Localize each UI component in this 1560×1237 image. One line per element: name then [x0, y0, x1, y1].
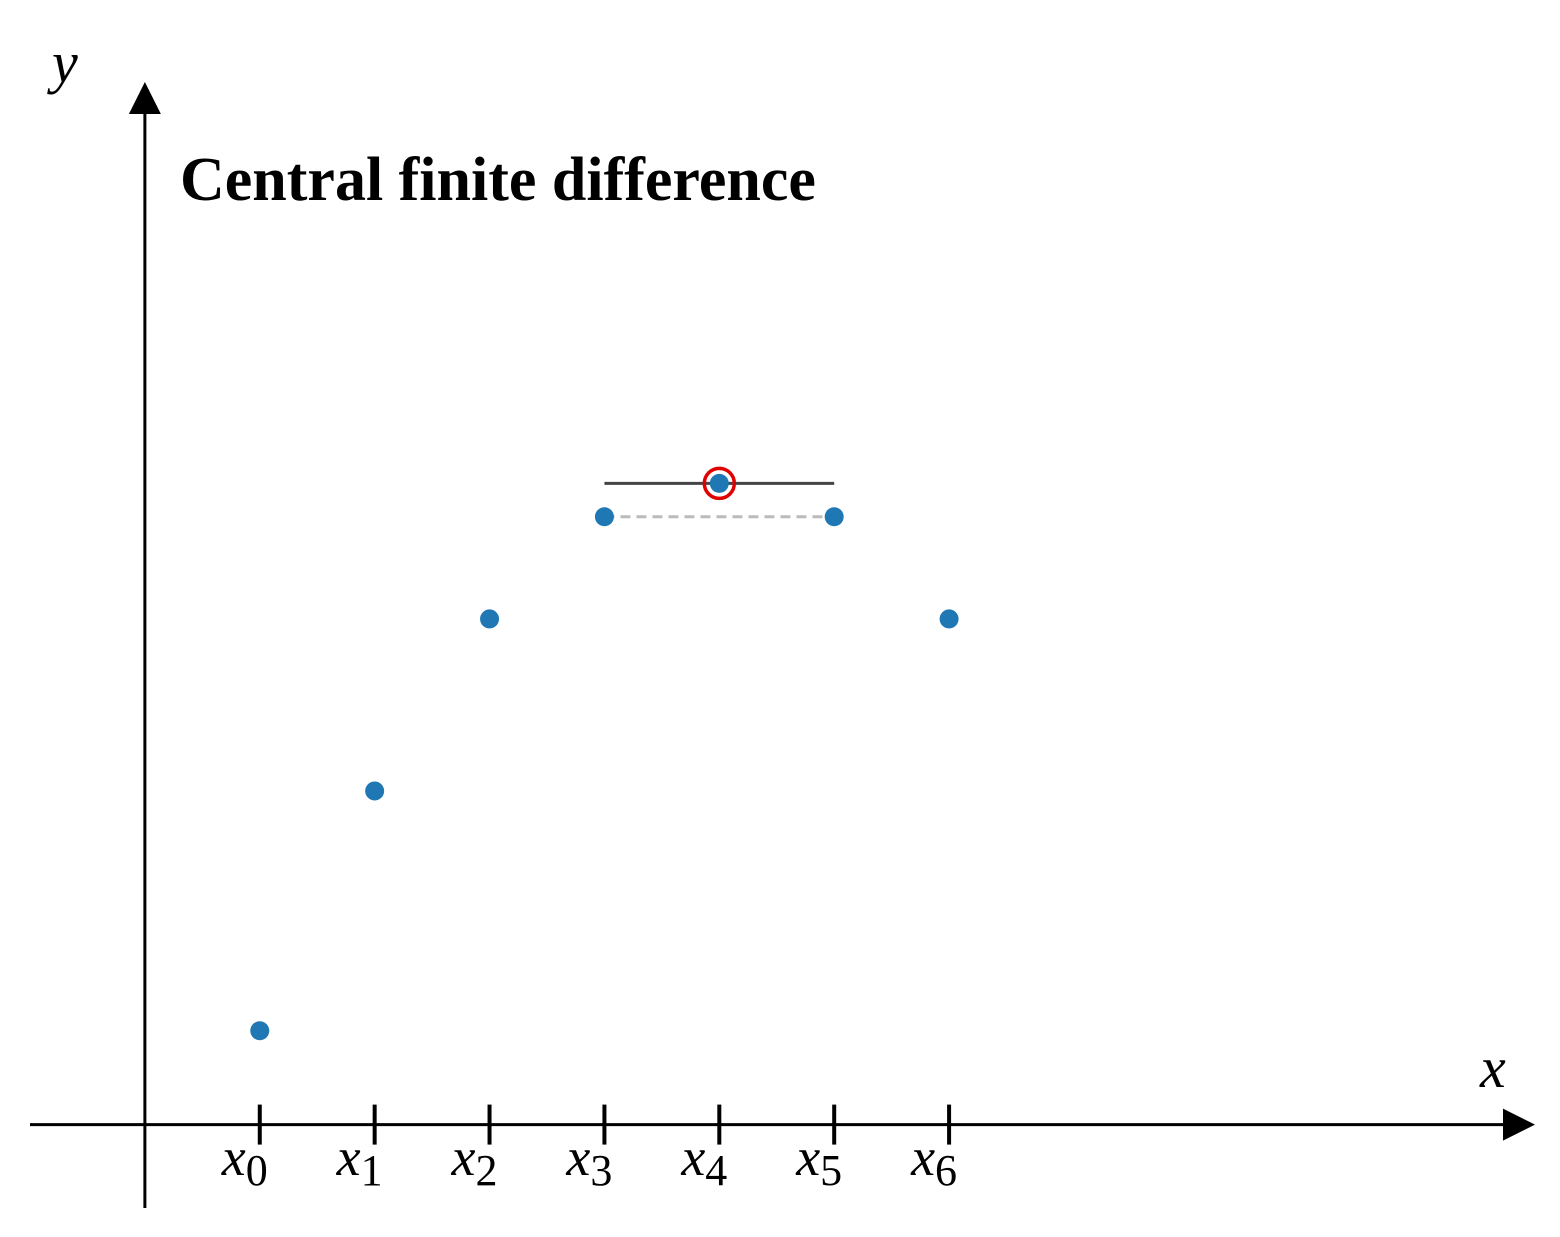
y-axis-arrow	[128, 82, 161, 114]
x-tick-label-base: x	[910, 1127, 935, 1187]
x-tick-label-sub: 0	[246, 1146, 268, 1195]
x-tick-label: x6	[910, 1127, 957, 1195]
x-tick-label-base: x	[795, 1127, 820, 1187]
x-tick-label-base: x	[565, 1127, 590, 1187]
x-tick-label-sub: 2	[476, 1146, 498, 1195]
data-point	[709, 473, 729, 493]
data-point	[824, 507, 844, 527]
y-axis-label: y	[47, 30, 78, 95]
x-tick-label: x3	[565, 1127, 612, 1195]
x-tick-label-base: x	[680, 1127, 705, 1187]
data-point	[480, 609, 500, 629]
x-tick-label-sub: 1	[361, 1146, 383, 1195]
x-tick-label-sub: 3	[590, 1146, 612, 1195]
data-point	[250, 1021, 270, 1041]
x-tick-label-sub: 6	[935, 1146, 957, 1195]
highlight-ring	[702, 466, 737, 501]
x-tick-label: x5	[795, 1127, 842, 1195]
x-tick-label-sub: 4	[705, 1146, 727, 1195]
x-tick-label-base: x	[451, 1127, 476, 1187]
x-tick-label-base: x	[336, 1127, 361, 1187]
x-tick-label: x1	[336, 1127, 383, 1195]
chart-title: Central finite difference	[180, 146, 816, 214]
data-point	[594, 507, 614, 527]
x-tick-label-base: x	[221, 1127, 246, 1187]
data-point	[365, 781, 385, 801]
x-tick-label: x4	[680, 1127, 727, 1195]
x-tick-label: x0	[221, 1127, 268, 1195]
x-tick-label-sub: 5	[820, 1146, 842, 1195]
data-point	[939, 609, 959, 629]
x-tick-label: x2	[451, 1127, 498, 1195]
x-axis-arrow	[1503, 1108, 1535, 1141]
x-axis-label: x	[1479, 1035, 1506, 1100]
